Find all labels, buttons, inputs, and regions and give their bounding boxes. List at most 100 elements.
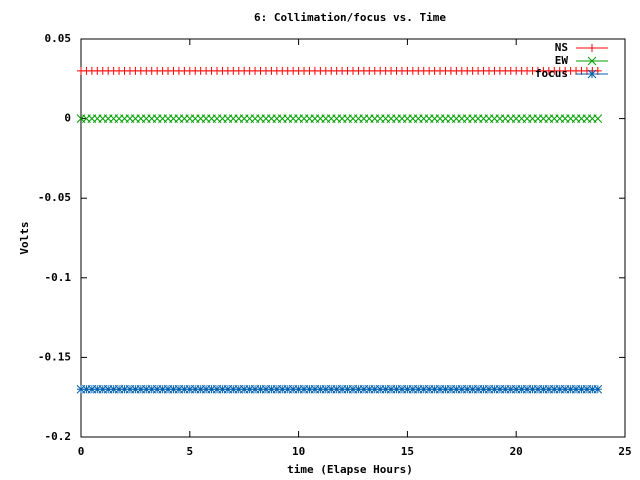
point <box>354 384 363 394</box>
point <box>479 384 488 394</box>
point <box>435 384 445 394</box>
point <box>446 384 456 394</box>
x-tick-label: 10 <box>292 445 305 458</box>
y-tick-label: -0.05 <box>38 191 71 204</box>
point <box>549 384 559 394</box>
point <box>245 384 254 394</box>
point <box>500 384 510 394</box>
point <box>430 384 439 394</box>
point <box>588 384 597 394</box>
point <box>136 384 146 394</box>
point <box>441 384 450 394</box>
legend-label: EW <box>555 54 569 67</box>
point <box>359 384 369 394</box>
x-tick-label: 0 <box>78 445 85 458</box>
point <box>533 384 543 394</box>
legend-marker <box>588 44 596 52</box>
point <box>577 384 586 394</box>
point <box>218 384 227 394</box>
legend-label: NS <box>555 41 568 54</box>
point <box>386 384 396 394</box>
y-tick-label: -0.2 <box>45 430 72 443</box>
point <box>294 384 303 394</box>
point <box>413 384 423 394</box>
y-tick-label: 0 <box>64 112 71 125</box>
point <box>375 384 385 394</box>
point <box>364 384 374 394</box>
point <box>332 384 342 394</box>
point <box>201 384 211 394</box>
point <box>326 384 336 394</box>
x-tick-label: 15 <box>401 445 414 458</box>
point <box>555 384 565 394</box>
point <box>141 384 151 394</box>
point <box>566 384 575 394</box>
point <box>267 384 276 394</box>
point <box>462 384 472 394</box>
point <box>571 384 581 394</box>
point <box>511 384 521 394</box>
point <box>92 384 102 394</box>
point <box>403 384 412 394</box>
point <box>212 384 222 394</box>
point <box>103 384 113 394</box>
point <box>169 384 178 394</box>
point <box>452 384 461 394</box>
point <box>234 384 244 394</box>
point <box>180 384 189 394</box>
legend-label: focus <box>535 67 568 80</box>
point <box>207 384 216 394</box>
point <box>528 384 537 394</box>
point <box>348 384 358 394</box>
y-tick-label: -0.15 <box>38 350 71 363</box>
y-axis-label: Volts <box>18 221 31 254</box>
point <box>506 384 516 394</box>
point <box>582 384 592 394</box>
point <box>131 384 140 394</box>
x-axis-label: time (Elapse Hours) <box>287 463 413 476</box>
point <box>321 384 331 394</box>
point <box>152 384 162 394</box>
point <box>517 384 526 394</box>
point <box>490 384 499 394</box>
point <box>544 384 554 394</box>
point <box>484 384 494 394</box>
point <box>392 384 401 394</box>
plot-border <box>80 38 626 438</box>
point <box>397 384 407 394</box>
point <box>283 384 293 394</box>
point <box>76 384 86 394</box>
legend-marker <box>587 56 597 66</box>
point <box>473 384 483 394</box>
x-tick-label: 5 <box>186 445 193 458</box>
x-tick-label: 25 <box>618 445 631 458</box>
point <box>457 384 467 394</box>
point <box>120 384 129 394</box>
point <box>190 384 200 394</box>
point <box>163 384 173 394</box>
point <box>87 384 97 394</box>
point <box>381 384 390 394</box>
point <box>261 384 271 394</box>
x-tick-label: 20 <box>510 445 523 458</box>
point <box>174 384 184 394</box>
point <box>228 384 238 394</box>
point <box>196 384 206 394</box>
point <box>147 384 157 394</box>
point <box>424 384 434 394</box>
point <box>539 384 548 394</box>
legend-marker <box>587 69 597 79</box>
point <box>310 384 320 394</box>
point <box>408 384 418 394</box>
point <box>277 384 287 394</box>
point <box>522 384 532 394</box>
y-tick-label: 0.05 <box>45 32 72 45</box>
point <box>250 384 260 394</box>
point <box>109 384 118 394</box>
point <box>82 384 91 394</box>
point <box>337 384 347 394</box>
point <box>223 384 233 394</box>
point <box>125 384 135 394</box>
